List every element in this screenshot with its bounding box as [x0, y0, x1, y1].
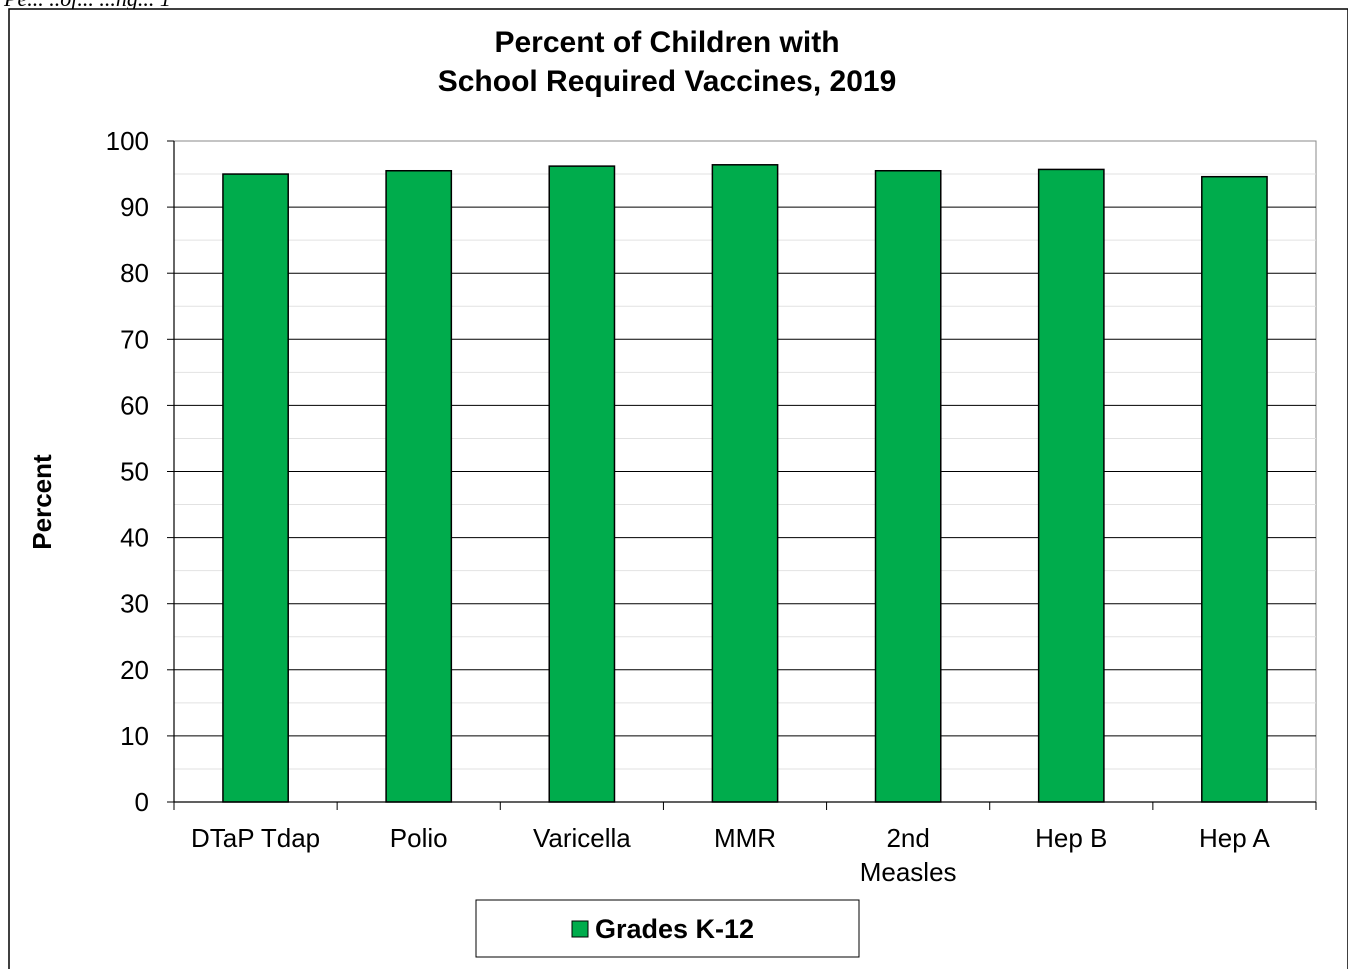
x-tick-label: DTaP Tdap — [191, 823, 320, 853]
y-tick-label: 20 — [120, 655, 149, 685]
bar — [222, 173, 289, 803]
header-fragment: Pe... ..of... ...ng... 1 — [4, 0, 171, 12]
bar — [1037, 168, 1105, 803]
bar — [874, 169, 942, 803]
y-tick-label: 90 — [120, 192, 149, 222]
y-axis-label: Percent — [27, 454, 57, 550]
y-tick-label: 10 — [120, 721, 149, 751]
x-tick-labels: DTaP Tdap Polio Varicella MMR 2nd Measles Hep … — [191, 823, 1270, 887]
legend-label: Grades K-12 — [595, 914, 754, 944]
chart-title: Percent of Children with School Required … — [438, 26, 897, 98]
x-tick-label: Hep A — [1199, 823, 1270, 853]
axes — [167, 140, 1317, 810]
bars — [222, 164, 1268, 803]
y-tick-label: 60 — [120, 390, 149, 420]
bar — [548, 165, 616, 803]
y-tick-label: 40 — [120, 523, 149, 553]
y-tick-label: 100 — [106, 126, 149, 156]
y-tick-label: 50 — [120, 457, 149, 487]
y-tick-label: 70 — [120, 324, 149, 354]
bar — [385, 169, 453, 803]
legend-box — [475, 899, 860, 958]
x-tick-label: Varicella — [533, 823, 631, 853]
bar — [1201, 175, 1268, 803]
legend: Grades K-12 — [475, 899, 860, 958]
x-tick-label: Hep B — [1035, 823, 1107, 853]
y-tick-label: 80 — [120, 258, 149, 288]
y-tick-labels: 0 10 20 30 40 50 60 70 80 90 100 — [106, 126, 149, 817]
x-tick-label: Polio — [390, 823, 448, 853]
y-tick-label: 30 — [120, 589, 149, 619]
chart-title-line: School Required Vaccines, 2019 — [438, 65, 897, 98]
y-tick-label: 0 — [135, 787, 149, 817]
x-tick-label: 2nd Measles — [860, 823, 957, 887]
x-tick-label: MMR — [714, 823, 776, 853]
bar — [711, 164, 779, 803]
chart-title-line: Percent of Children with — [494, 26, 839, 59]
legend-swatch — [571, 920, 589, 938]
